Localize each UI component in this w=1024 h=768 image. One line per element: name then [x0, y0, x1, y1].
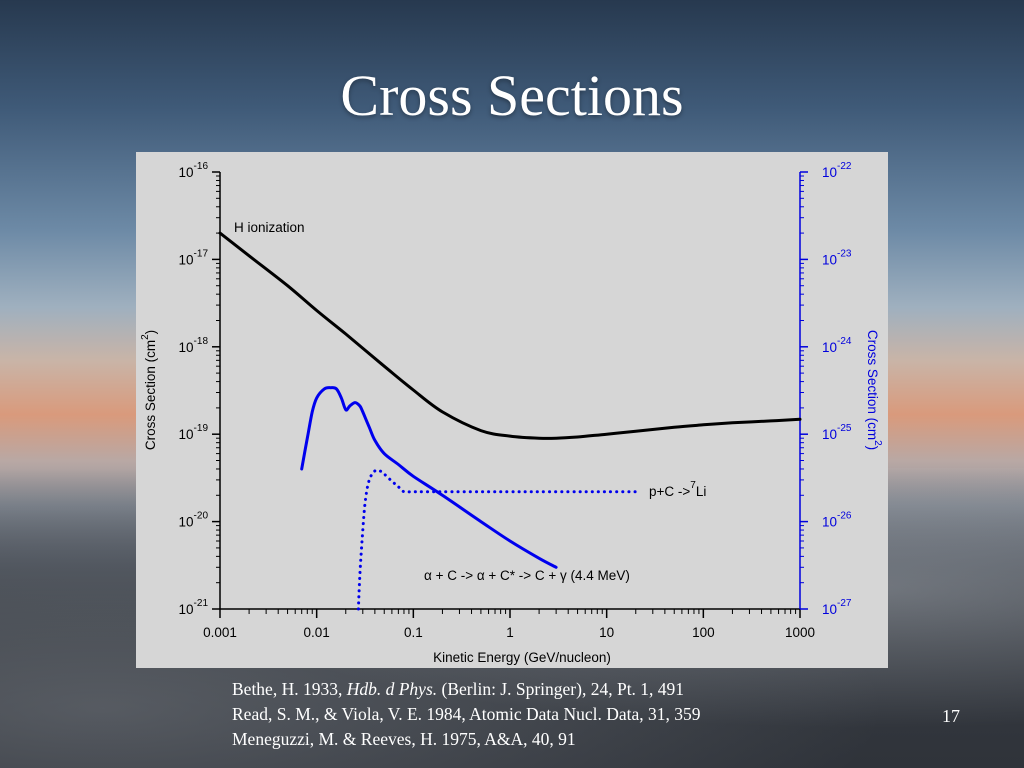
y-right-tick-exponent: -24 [837, 336, 852, 347]
y-left-tick-label: 10-20 [179, 511, 209, 530]
y-left-tick-label: 10-21 [179, 598, 209, 617]
y-left-tick-label: 10-18 [179, 336, 209, 355]
y-left-label-sup: 2 [140, 334, 151, 340]
label-part-3: (4.4 MeV) [567, 568, 630, 583]
y-left-label-close: ) [143, 330, 158, 335]
reference-1-journal: Hdb. d Phys. [346, 679, 438, 699]
y-left-tick-exponent: -17 [194, 248, 209, 259]
label-part-2: + C* -> C + [485, 568, 560, 583]
reference-2: Read, S. M., & Viola, V. E. 1984, Atomic… [232, 702, 701, 727]
y-left-tick-exponent: -21 [194, 598, 209, 609]
y-right-tick-base: 10 [822, 602, 837, 617]
y-right-tick-exponent: -22 [837, 161, 852, 172]
series-label-p-c-li-text: Li [696, 484, 707, 499]
y-left-tick-label: 10-17 [179, 248, 209, 267]
reference-2-text: Read, S. M., & Viola, V. E. 1984, Atomic… [232, 704, 701, 724]
y-left-tick-base: 10 [179, 252, 194, 267]
y-right-tick-label: 10-26 [822, 511, 852, 530]
label-alpha-2: α [477, 568, 485, 583]
series-line-3 [356, 468, 638, 611]
y-right-tick-base: 10 [822, 252, 837, 267]
y-right-tick-exponent: -25 [837, 423, 852, 434]
y-right-tick-base: 10 [822, 515, 837, 530]
y-right-tick-base: 10 [822, 340, 837, 355]
x-tick-label: 100 [692, 625, 715, 640]
y-left-tick-base: 10 [179, 340, 194, 355]
y-right-tick-exponent: -23 [837, 248, 852, 259]
y-left-tick-exponent: -20 [194, 511, 209, 522]
y-right-tick-exponent: -26 [837, 511, 852, 522]
chart-panel: 0.001 0.01 0.1 1 10 100 1000 Kinetic Energy (Ge… [136, 152, 888, 668]
y-right-tick-label: 10-24 [822, 336, 852, 355]
x-tick-label: 1000 [785, 625, 815, 640]
series-label-p-c-sup: 7 [690, 480, 696, 491]
y-left-tick-base: 10 [179, 427, 194, 442]
x-tick-label: 1 [506, 625, 514, 640]
y-right-axis-label: Cross Section (cm2) [865, 330, 883, 450]
y-left-tick-label: 10-16 [179, 161, 209, 180]
y-right-tick-label: 10-22 [822, 161, 852, 180]
y-left-tick-exponent: -18 [194, 336, 209, 347]
y-left-label-text: Cross Section (cm [143, 340, 158, 450]
y-right-tick-base: 10 [822, 427, 837, 442]
y-right-tick-base: 10 [822, 165, 837, 180]
y-left-tick-base: 10 [179, 515, 194, 530]
y-right-tick-label: 10-27 [822, 598, 852, 617]
x-axis-label: Kinetic Energy (GeV/nucleon) [433, 650, 611, 665]
x-tick-label: 0.001 [203, 625, 237, 640]
reference-3-text: Meneguzzi, M. & Reeves, H. 1975, A&A, 40… [232, 729, 576, 749]
reference-1-text: Bethe, H. 1933, [232, 679, 347, 699]
cross-section-chart: 0.001 0.01 0.1 1 10 100 1000 Kinetic Energy (Ge… [140, 161, 883, 665]
series-label-h-ionization: H ionization [234, 220, 305, 235]
y-left-axis-label: Cross Section (cm2) [140, 330, 158, 450]
y-right-tick-label: 10-23 [822, 248, 852, 267]
x-tick-label: 10 [599, 625, 614, 640]
series-label-p-c-li: p+C ->7Li [649, 480, 706, 499]
reference-1-rest: (Berlin: J. Springer), 24, Pt. 1, 491 [437, 679, 685, 699]
series-line-1 [218, 231, 802, 440]
label-part-1: + C -> [432, 568, 477, 583]
x-tick-label: 0.1 [404, 625, 423, 640]
series-label-alpha-c: α + C -> α + C* -> C + γ (4.4 MeV) [424, 568, 630, 583]
series-line-2 [300, 386, 558, 569]
page-number: 17 [942, 706, 960, 726]
x-tick-label: 0.01 [304, 625, 330, 640]
reference-3: Meneguzzi, M. & Reeves, H. 1975, A&A, 40… [232, 727, 701, 752]
series-label-p-c-text: p+C -> [649, 484, 690, 499]
y-left-tick-base: 10 [179, 602, 194, 617]
label-gamma: γ [560, 568, 567, 583]
y-right-label-sup: 2 [872, 440, 883, 446]
y-right-tick-exponent: -27 [837, 598, 852, 609]
y-left-tick-exponent: -16 [194, 161, 209, 172]
y-left-tick-label: 10-19 [179, 423, 209, 442]
y-right-tick-label: 10-25 [822, 423, 852, 442]
references: Bethe, H. 1933, Hdb. d Phys. (Berlin: J.… [232, 677, 701, 752]
y-left-tick-exponent: -19 [194, 423, 209, 434]
y-right-label-close: ) [865, 446, 880, 451]
y-left-tick-base: 10 [179, 165, 194, 180]
label-alpha-1: α [424, 568, 432, 583]
y-right-label-text: Cross Section (cm [865, 330, 880, 440]
reference-1: Bethe, H. 1933, Hdb. d Phys. (Berlin: J.… [232, 677, 701, 702]
slide-title: Cross Sections [340, 63, 684, 128]
